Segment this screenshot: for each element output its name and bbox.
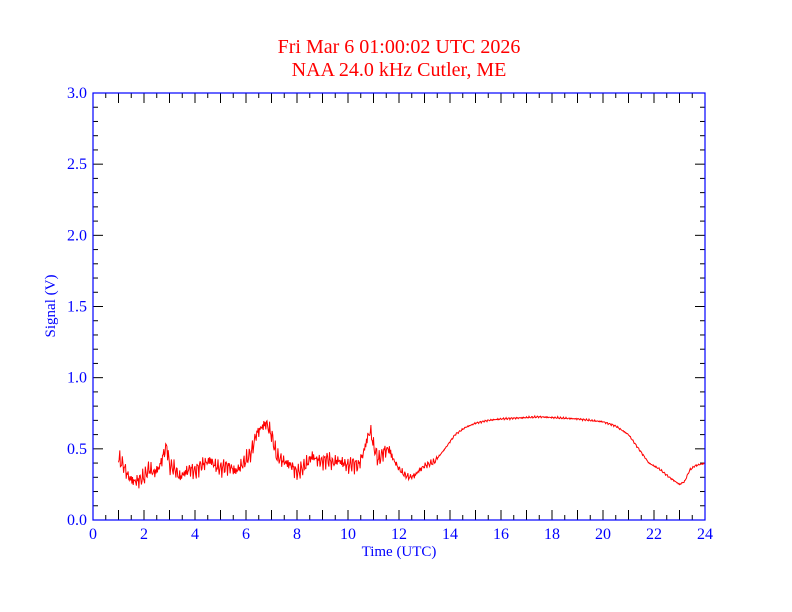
x-tick-label: 10 [340, 526, 356, 543]
x-tick-label: 4 [191, 526, 199, 543]
y-tick-label: 2.5 [67, 156, 87, 173]
x-tick-label: 8 [293, 526, 301, 543]
x-tick-label: 2 [140, 526, 148, 543]
x-tick-label: 18 [544, 526, 560, 543]
y-tick-label: 1.0 [67, 370, 87, 387]
x-tick-label: 20 [595, 526, 611, 543]
y-tick-label: 0.0 [67, 512, 87, 529]
x-tick-label: 16 [493, 526, 509, 543]
y-tick-label: 3.0 [67, 85, 87, 102]
x-tick-label: 14 [442, 526, 458, 543]
y-tick-label: 2.0 [67, 227, 87, 244]
chart-title: Fri Mar 6 01:00:02 UTC 2026 [277, 36, 521, 58]
x-axis-label: Time (UTC) [362, 544, 437, 560]
y-tick-label: 0.5 [67, 441, 87, 458]
y-tick-label: 1.5 [67, 299, 87, 316]
x-tick-label: 6 [242, 526, 250, 543]
x-tick-label: 22 [646, 526, 662, 543]
x-tick-label: 24 [697, 526, 713, 543]
chart-subtitle: NAA 24.0 kHz Cutler, ME [291, 59, 507, 81]
plot-frame [92, 92, 706, 521]
x-tick-label: 0 [89, 526, 97, 543]
x-tick-label: 12 [391, 526, 407, 543]
signal-line [118, 414, 706, 489]
y-axis-label: Signal (V) [43, 275, 59, 338]
